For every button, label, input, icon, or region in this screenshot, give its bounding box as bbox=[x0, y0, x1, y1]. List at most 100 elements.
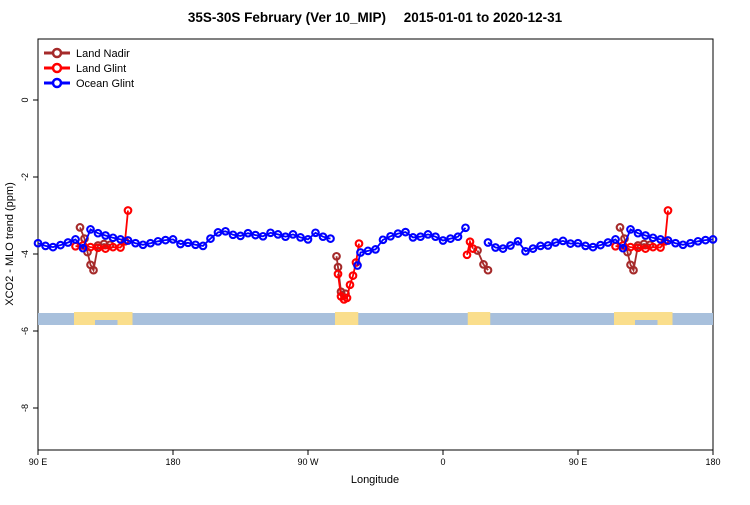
y-tick-label: -8 bbox=[20, 404, 30, 412]
data-point-land-glint bbox=[342, 293, 352, 303]
data-point-ocean-glint bbox=[153, 236, 163, 246]
plot-box bbox=[37, 38, 714, 451]
data-point-ocean-glint bbox=[198, 241, 208, 251]
data-point-land-glint bbox=[656, 243, 665, 252]
data-point-land-glint bbox=[462, 250, 472, 260]
data-point-land-nadir bbox=[473, 246, 482, 255]
data-point-land-nadir bbox=[479, 260, 488, 269]
data-point-ocean-glint bbox=[78, 243, 88, 253]
legend-label-land-nadir: Land Nadir bbox=[76, 48, 130, 60]
data-point-ocean-glint bbox=[618, 243, 628, 253]
map-strip-land bbox=[335, 312, 359, 325]
data-point-ocean-glint bbox=[273, 230, 283, 239]
y-tick-label: -4 bbox=[20, 250, 30, 258]
data-point-ocean-glint bbox=[573, 238, 583, 248]
data-point-ocean-glint bbox=[101, 231, 110, 240]
data-point-ocean-glint bbox=[423, 230, 433, 239]
legend-label-land-glint: Land Glint bbox=[76, 63, 126, 75]
data-point-ocean-glint bbox=[416, 232, 425, 242]
data-point-ocean-glint bbox=[251, 230, 260, 240]
data-point-ocean-glint bbox=[371, 245, 380, 254]
data-point-ocean-glint bbox=[393, 229, 403, 238]
series-land-nadir bbox=[75, 223, 655, 299]
x-tick-label: 180 bbox=[705, 457, 720, 467]
data-point-ocean-glint bbox=[266, 228, 275, 238]
data-point-ocean-glint bbox=[641, 231, 650, 240]
data-point-ocean-glint bbox=[363, 246, 373, 256]
legend-item-land-nadir: Land Nadir bbox=[44, 47, 130, 60]
data-point-ocean-glint bbox=[521, 246, 530, 256]
data-point-ocean-glint bbox=[461, 223, 470, 233]
data-point-ocean-glint bbox=[146, 238, 155, 248]
data-point-ocean-glint bbox=[558, 236, 568, 246]
map-strip-ocean-notch bbox=[635, 320, 658, 325]
data-point-land-nadir bbox=[89, 265, 98, 275]
data-point-ocean-glint bbox=[708, 235, 718, 244]
map-strip-land bbox=[74, 312, 133, 325]
map-strip-ocean bbox=[38, 313, 713, 325]
data-point-ocean-glint bbox=[648, 233, 658, 243]
data-point-ocean-glint bbox=[386, 231, 395, 241]
data-point-land-glint bbox=[123, 206, 133, 215]
data-point-ocean-glint bbox=[551, 238, 560, 247]
data-point-ocean-glint bbox=[311, 228, 320, 238]
data-point-land-nadir bbox=[629, 265, 638, 275]
legend-marker-land-nadir bbox=[51, 47, 63, 59]
data-point-ocean-glint bbox=[48, 242, 58, 252]
data-point-ocean-glint bbox=[288, 230, 298, 239]
data-point-land-nadir bbox=[332, 251, 341, 261]
x-tick-label: 90 E bbox=[29, 457, 48, 467]
data-point-ocean-glint bbox=[71, 235, 80, 244]
data-point-ocean-glint bbox=[326, 234, 335, 243]
y-tick-label: -2 bbox=[20, 173, 30, 181]
data-point-ocean-glint bbox=[33, 238, 43, 248]
legend: Land Nadir Land Glint Ocean Glint bbox=[44, 47, 134, 90]
series-line-ocean-glint bbox=[487, 228, 714, 253]
data-point-ocean-glint bbox=[56, 240, 65, 250]
data-point-ocean-glint bbox=[528, 244, 538, 253]
legend-marker-land-glint bbox=[51, 62, 63, 74]
data-point-ocean-glint bbox=[581, 241, 590, 251]
data-point-ocean-glint bbox=[401, 227, 410, 237]
data-point-land-glint bbox=[348, 271, 358, 280]
data-point-ocean-glint bbox=[378, 235, 388, 245]
series-ocean-glint bbox=[33, 223, 718, 270]
data-point-land-glint bbox=[468, 244, 478, 253]
data-point-ocean-glint bbox=[671, 238, 680, 248]
data-point-ocean-glint bbox=[41, 241, 50, 251]
x-tick-label: 180 bbox=[165, 457, 180, 467]
data-point-ocean-glint bbox=[498, 244, 508, 253]
data-point-land-glint bbox=[663, 206, 673, 215]
data-point-ocean-glint bbox=[453, 232, 463, 242]
chart-title: 35S-30S February (Ver 10_MIP) 2015-01-01… bbox=[188, 10, 563, 25]
data-point-ocean-glint bbox=[678, 240, 688, 250]
data-point-ocean-glint bbox=[168, 235, 178, 244]
data-point-land-glint bbox=[333, 269, 343, 279]
data-point-ocean-glint bbox=[221, 226, 230, 236]
data-point-ocean-glint bbox=[693, 236, 703, 246]
x-tick-label: 90 W bbox=[297, 457, 319, 467]
map-strip-ocean-notch bbox=[95, 320, 118, 325]
data-point-ocean-glint bbox=[588, 242, 598, 252]
data-point-ocean-glint bbox=[258, 231, 268, 241]
data-point-ocean-glint bbox=[183, 238, 193, 248]
data-point-ocean-glint bbox=[663, 236, 673, 245]
data-point-land-glint bbox=[641, 244, 650, 253]
data-point-ocean-glint bbox=[93, 228, 103, 238]
data-point-land-nadir bbox=[483, 265, 493, 275]
data-point-ocean-glint bbox=[483, 238, 493, 247]
data-point-ocean-glint bbox=[633, 228, 643, 238]
data-point-ocean-glint bbox=[318, 232, 328, 242]
x-axis-ticks: 90 E 180 90 W 0 90 E 180 bbox=[29, 450, 721, 467]
data-point-ocean-glint bbox=[108, 233, 118, 243]
data-point-land-glint bbox=[116, 243, 125, 252]
data-point-ocean-glint bbox=[63, 238, 73, 247]
data-point-land-glint bbox=[354, 239, 364, 248]
data-point-ocean-glint bbox=[296, 233, 305, 242]
data-point-ocean-glint bbox=[446, 234, 455, 243]
data-point-ocean-glint bbox=[626, 225, 635, 234]
data-point-land-glint bbox=[465, 237, 475, 247]
data-point-land-nadir bbox=[615, 223, 625, 232]
